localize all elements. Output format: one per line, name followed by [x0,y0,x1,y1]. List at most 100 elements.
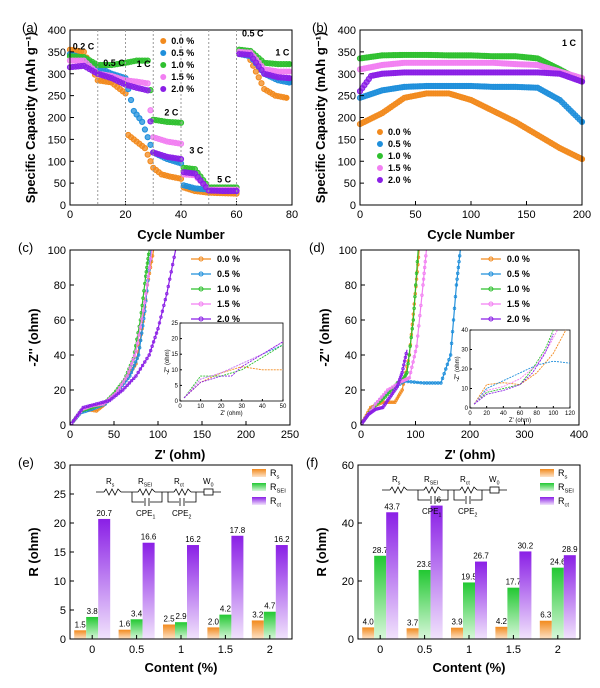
circuit-gap [390,486,407,494]
x-axis-title: Z' (ohm) [155,447,206,462]
data-point [134,374,138,378]
resistor-symbol [423,486,442,494]
data-point [144,270,148,274]
data-point [134,360,138,364]
y-tick-label: 40 [345,350,357,362]
data-point [160,309,165,313]
inset-y-tick-label: 10 [171,368,178,374]
x-tick-label: 20 [119,209,131,221]
chart-panel: (f)4.028.743.703.723.8460.53.919.526.714… [306,455,581,675]
data-point [144,57,151,64]
y-axis-title: Specific Capacity (mAh g⁻¹) [23,32,38,204]
inset-y-tick-label: 15 [171,352,178,358]
inset-y-title: -Z'' (ohm) [455,356,461,381]
bar [430,505,443,639]
legend-label: 1.0 % [217,284,240,294]
data-point [125,383,129,388]
legend-marker [160,38,167,44]
rate-label: 0.5 C [103,58,125,68]
x-tick-label: 1 [466,644,472,656]
data-point [400,370,404,375]
data-point [157,321,162,325]
legend-label: 2.0 % [507,314,530,324]
x-tick-label: 200 [461,429,479,441]
bar [451,627,463,639]
inset-frame [469,329,571,409]
inset-x-tick-label: 40 [500,411,507,417]
data-point [381,392,386,397]
y-tick-label: 80 [54,280,66,292]
data-point [402,363,406,367]
data-point [440,376,445,381]
x-tick-label: 0.5 [129,644,144,656]
y-tick-label: 0 [60,200,66,212]
data-point [414,283,418,287]
data-point [156,327,160,331]
circuit-label-w0: W0 [203,477,214,488]
inset-frame [179,322,284,402]
data-point [415,380,420,385]
y-tick-label: 60 [54,315,66,327]
data-point [115,388,120,393]
bar-value-label: 4.2 [496,617,508,626]
y-tick-label: 100 [339,245,357,257]
chart-panel: (e)1.53.820.701.63.416.60.52.5 2.916.212.… [18,455,293,675]
circuit-label-cpe2: CPE2 [458,507,477,518]
data-point [135,341,140,346]
bar [507,587,520,639]
data-point [137,346,142,350]
bar [74,630,87,639]
data-point [132,353,137,358]
data-point [144,134,151,141]
data-point [71,418,76,423]
data-point [139,118,146,125]
bar [118,629,131,639]
legend-label: 1.5 % [388,163,411,173]
inset-x-tick-label: 60 [517,411,524,417]
data-point [146,274,151,278]
inset-y-tick-label: 0 [175,399,179,405]
y-tick-label: 400 [338,25,356,37]
circuit-gap [424,486,441,494]
data-point [421,277,426,281]
data-point [143,281,147,286]
inset-x-tick-label: 80 [533,411,540,417]
x-tick-label: 150 [517,209,535,221]
legend-swatch [252,483,266,491]
legend-label: Rct [558,496,569,509]
data-point [107,398,112,403]
y-tick-label: 60 [342,460,354,472]
data-point [420,293,424,297]
inset-line [473,329,558,405]
data-point [411,318,416,322]
y-tick-label: 250 [48,91,66,103]
chart-panel: (a) 0 20 40 60 80 0 50 100 150 200 250 300 350 400 Cycl… [22,20,298,242]
legend-label: 1.5 % [507,299,530,309]
x-tick-label: 1.5 [506,644,521,656]
bar [187,545,199,639]
bar [251,620,264,639]
data-point [138,367,143,371]
inset-line [473,360,571,405]
inset-x-tick-label: 20 [218,404,225,410]
data-point [163,297,168,302]
data-point [413,294,417,299]
data-point [408,344,412,348]
data-point [140,331,144,335]
data-point [448,353,453,357]
bar [386,512,399,639]
data-point [413,349,418,354]
data-point [419,303,423,308]
y-tick-label: 0 [60,420,66,432]
bar [475,561,487,639]
x-tick-label: 0 [67,209,73,221]
x-tick-label: 100 [406,429,424,441]
bar-value-label: 4.2 [220,605,232,614]
x-tick-label: 0 [67,429,73,441]
data-point [391,400,395,404]
data-point [127,96,135,104]
inset-y-tick-label: 20 [461,367,468,373]
y-tick-label: 0 [350,200,356,212]
